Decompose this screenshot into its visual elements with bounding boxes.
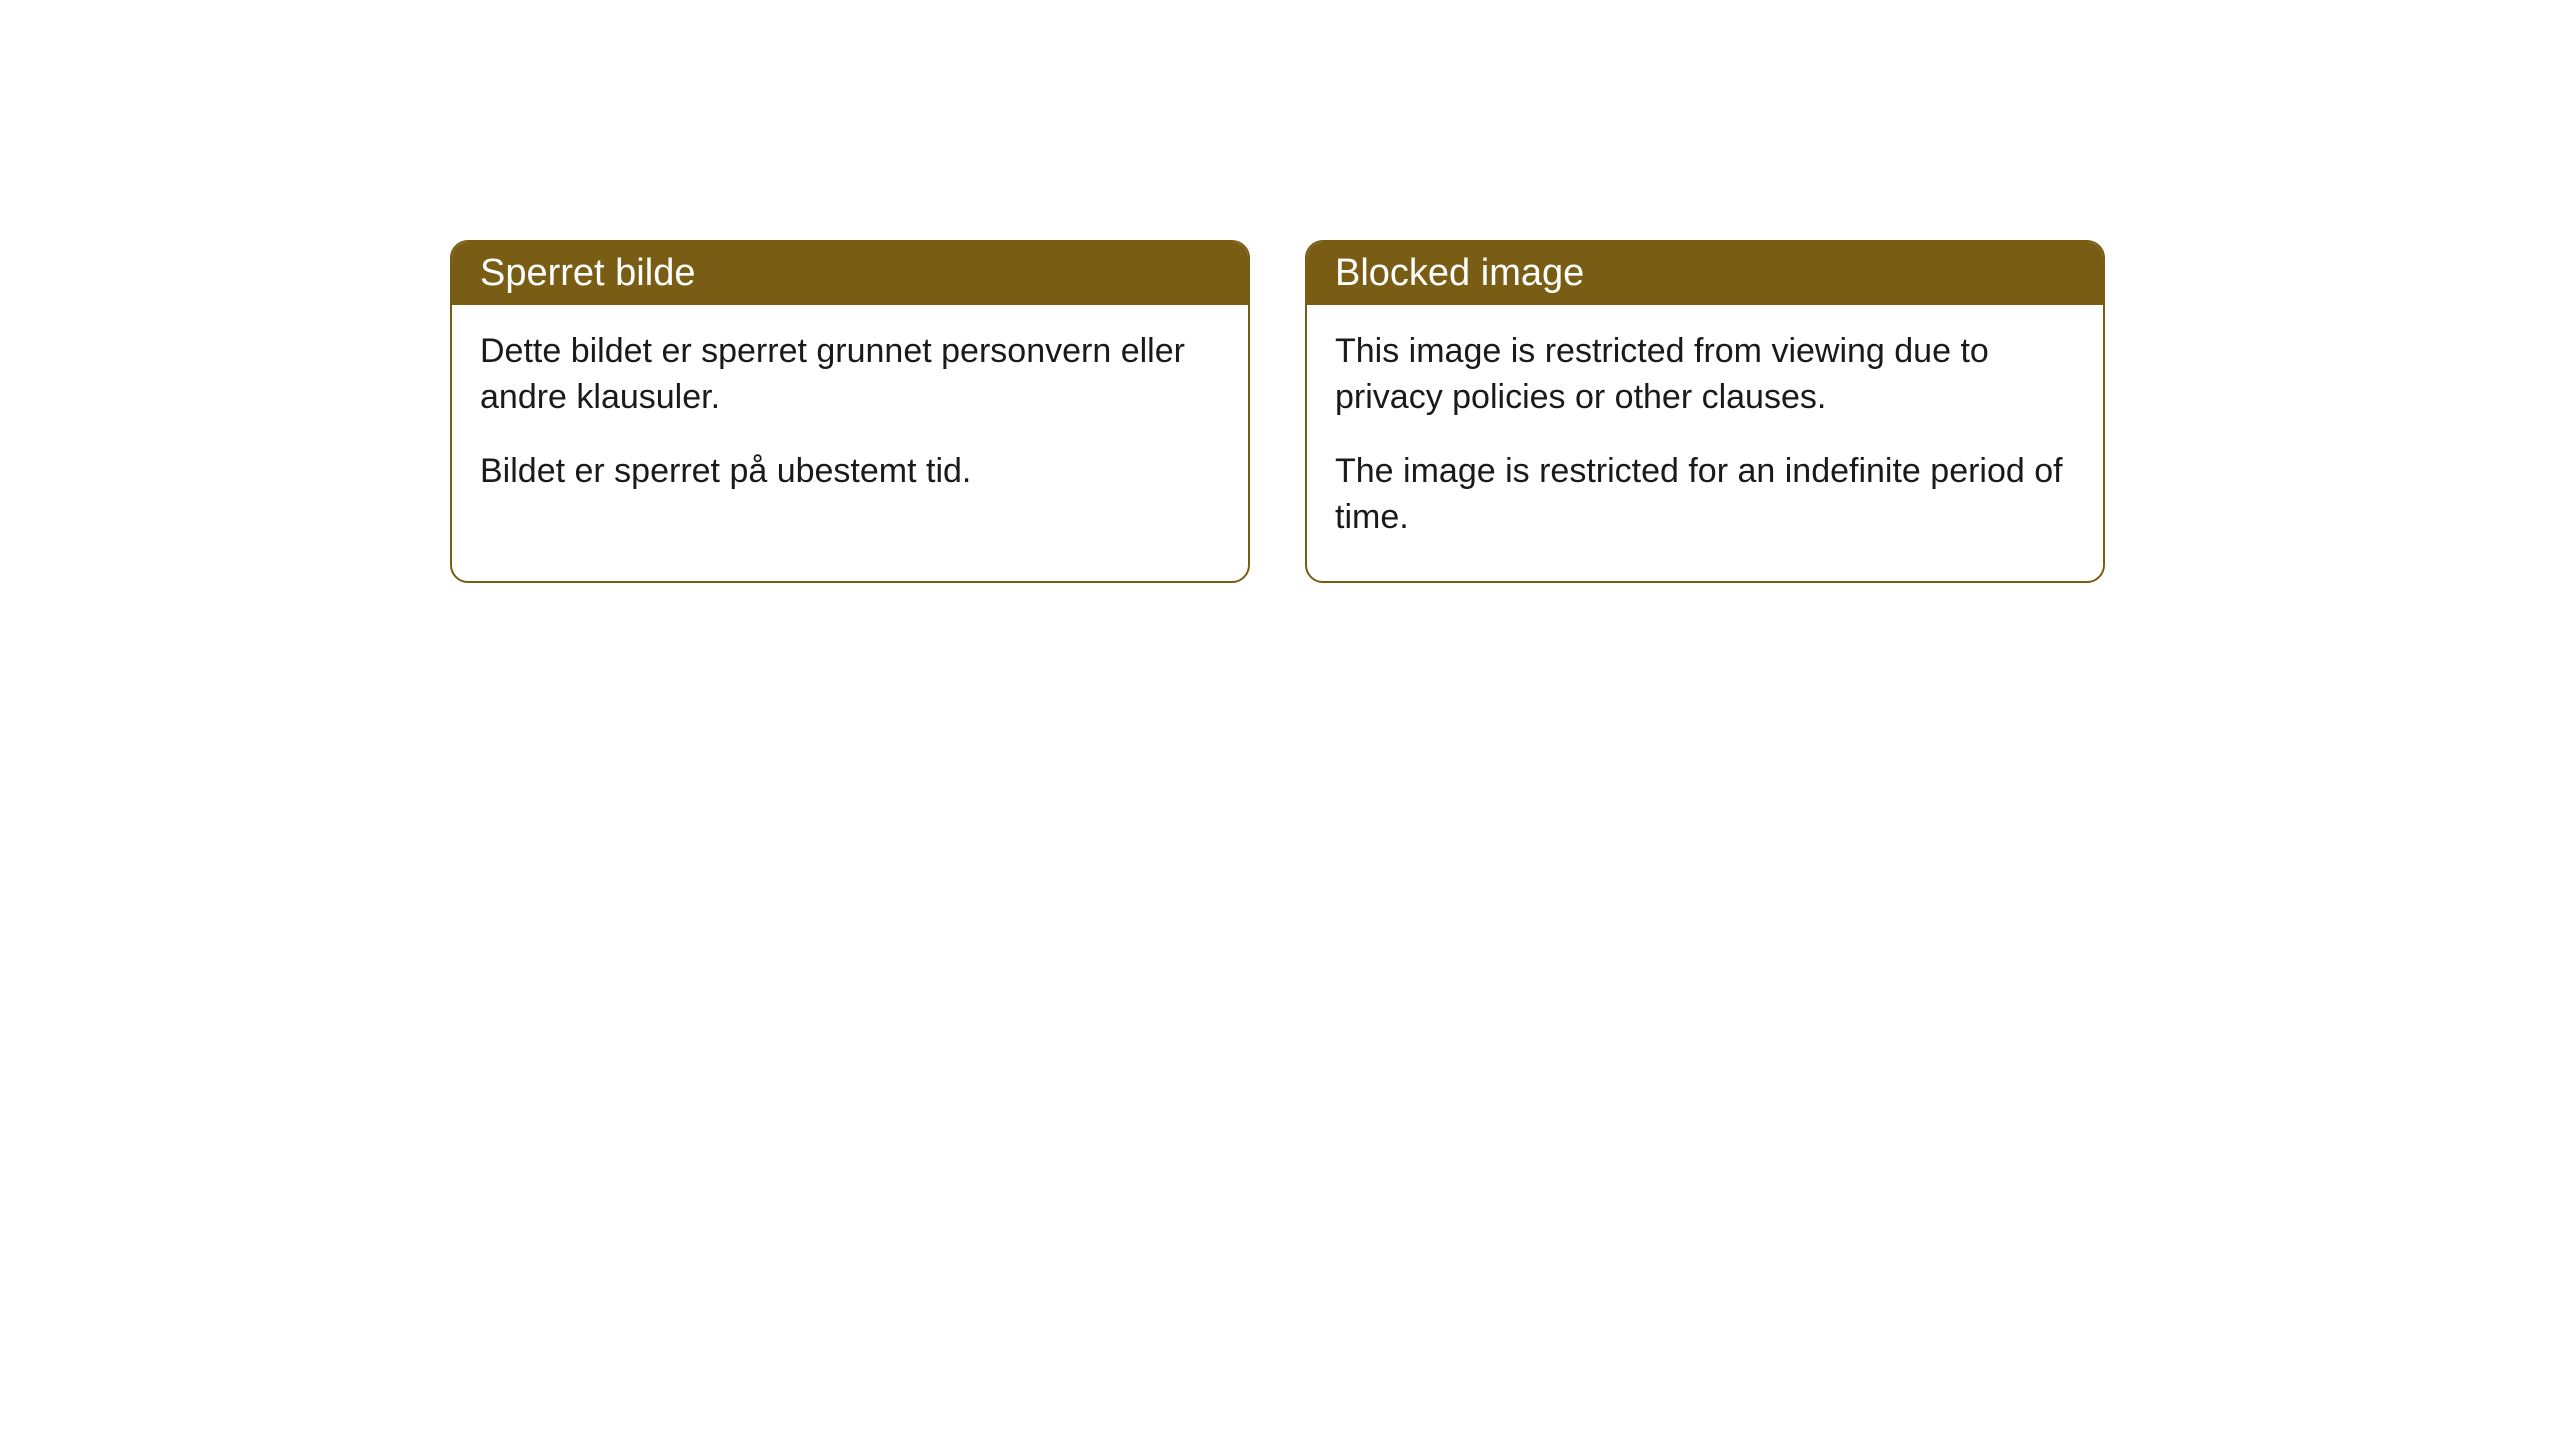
card-header: Sperret bilde bbox=[452, 242, 1248, 305]
card-paragraph: The image is restricted for an indefinit… bbox=[1335, 449, 2075, 541]
card-body: This image is restricted from viewing du… bbox=[1307, 305, 2103, 581]
card-title: Sperret bilde bbox=[480, 252, 695, 294]
notice-card-norwegian: Sperret bilde Dette bildet er sperret gr… bbox=[450, 240, 1250, 583]
card-paragraph: Dette bildet er sperret grunnet personve… bbox=[480, 329, 1220, 421]
notice-cards-container: Sperret bilde Dette bildet er sperret gr… bbox=[450, 240, 2560, 583]
card-header: Blocked image bbox=[1307, 242, 2103, 305]
card-title: Blocked image bbox=[1335, 252, 1584, 294]
notice-card-english: Blocked image This image is restricted f… bbox=[1305, 240, 2105, 583]
card-paragraph: This image is restricted from viewing du… bbox=[1335, 329, 2075, 421]
card-paragraph: Bildet er sperret på ubestemt tid. bbox=[480, 449, 1220, 495]
card-body: Dette bildet er sperret grunnet personve… bbox=[452, 305, 1248, 535]
